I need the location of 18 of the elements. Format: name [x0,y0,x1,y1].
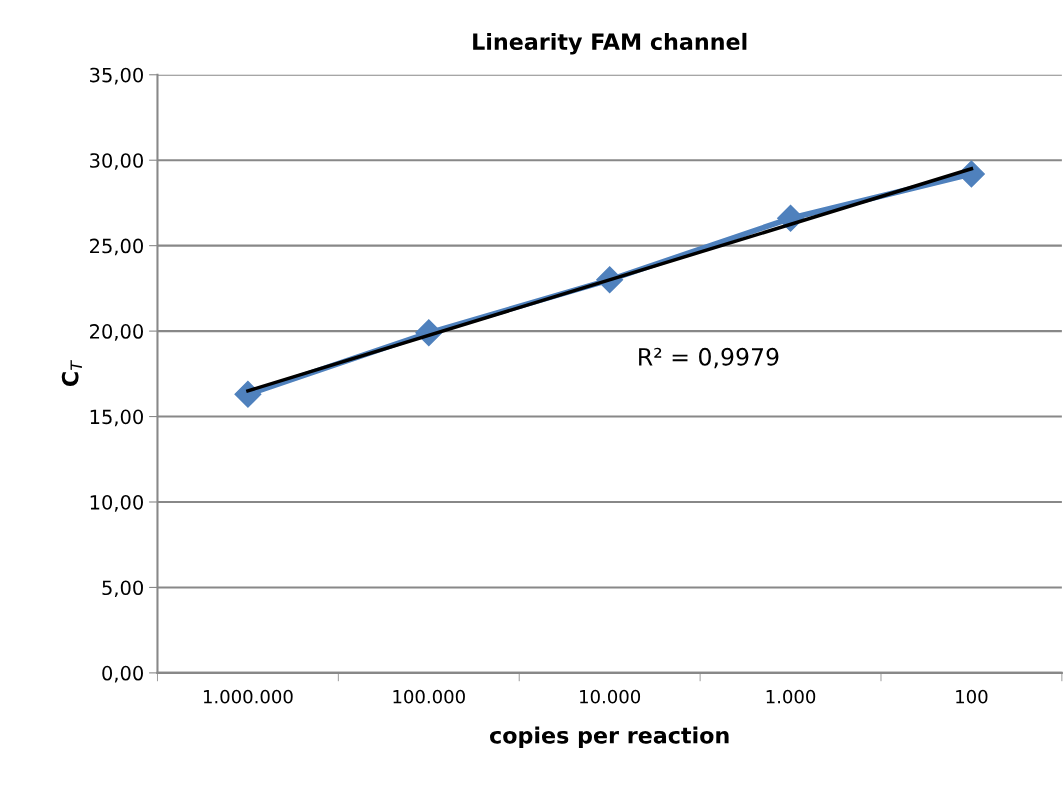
x-tick-label: 10.000 [580,689,641,704]
y-tick-label: 20,00 [90,324,143,341]
x-tick-label: 1.000 [766,689,816,704]
y-axis-title: C$_{T}$ [61,360,82,387]
annotation: R² = 0,9979 [639,347,779,369]
x-tick-label: 100 [956,689,988,704]
x-tick-label: 100.000 [393,689,465,704]
point [234,380,262,408]
x-axis-title: copies per reaction [490,726,729,748]
y-tick-label: 0,00 [102,665,143,683]
y-tick-label: 30,00 [90,153,143,170]
y-tick-label: 35,00 [90,67,143,85]
y-tick-label: 10,00 [90,494,143,512]
y-tick-label: 15,00 [90,409,143,427]
y-tick-label: 25,00 [90,238,143,256]
x-tick-label: 1.000.000 [203,689,293,704]
y-tick-label: 5,00 [102,580,143,598]
chart-title: Linearity FAM channel [473,32,747,55]
